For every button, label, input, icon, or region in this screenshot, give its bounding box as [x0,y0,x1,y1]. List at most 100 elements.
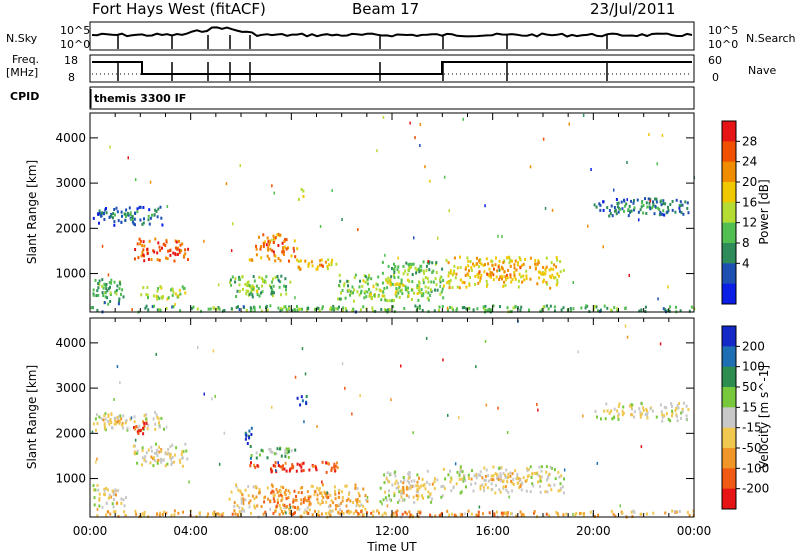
echo-cell [302,469,305,472]
echo-cell [240,501,243,505]
echo-cell [256,290,259,294]
echo-cell [397,485,400,489]
echo-cell [321,264,324,268]
echo-cell [169,253,172,257]
echo-cell [569,309,572,313]
echo-cell [639,413,642,417]
echo-cell [499,472,502,476]
echo-cell [652,200,654,204]
cpid-label: CPID [10,90,40,103]
echo-cell [298,307,300,311]
echo-cell [652,202,655,206]
echo-cell [658,213,661,217]
echo-cell [109,145,111,149]
echo-cell [318,309,321,312]
echo-cell [495,275,498,279]
echo-cell [424,276,427,280]
echo-cell [318,487,321,491]
echo-cell [429,492,432,496]
echo-cell [277,461,279,465]
echo-cell [114,418,116,422]
echo-cell [344,307,347,310]
echo-cell [472,308,475,312]
echo-cell [272,240,275,244]
velocity-ylabel: Slant Range [km] [25,365,39,469]
echo-cell [156,448,158,452]
echo-cell [572,307,575,311]
echo-cell [480,262,483,266]
echo-cell [485,257,488,261]
echo-cell [416,286,419,290]
echo-cell [276,501,279,505]
echo-cell [119,419,122,423]
echo-cell [145,421,148,425]
echo-cell [675,305,677,309]
echo-cell [542,265,544,269]
echo-cell [116,365,119,369]
echo-cell [608,411,611,415]
echo-cell [671,414,673,418]
echo-cell [150,258,153,262]
echo-cell [545,470,548,474]
echo-cell [173,259,176,263]
echo-cell [548,473,551,476]
echo-cell [345,499,348,502]
velocity-cells [91,320,695,519]
echo-cell [526,467,528,471]
echo-cell [521,280,524,284]
echo-cell [358,285,361,289]
echo-cell [245,309,248,312]
echo-cell [262,512,265,516]
echo-cell [447,271,450,275]
colorbar-swatch [722,407,736,429]
echo-cell [98,279,101,283]
echo-cell [617,404,620,408]
echo-cell [504,473,506,477]
echo-cell [421,494,423,498]
echo-cell [561,485,564,489]
echo-cell [600,417,602,421]
echo-cell [146,286,149,289]
echo-cell [267,246,270,250]
echo-cell [363,296,366,300]
echo-cell [405,261,408,265]
echo-cell [249,445,252,448]
echo-cell [425,264,428,268]
echo-cell [551,273,554,277]
echo-cell [161,513,164,516]
echo-cell [156,454,159,457]
echo-cell [664,308,667,312]
echo-cell [171,461,173,465]
echo-cell [140,254,143,258]
echo-cell [183,254,186,258]
echo-cell [250,289,253,292]
echo-cell [381,260,384,264]
echo-cell [258,294,261,298]
echo-cell [184,291,187,295]
echo-cell [356,502,359,506]
echo-cell [280,485,283,489]
echo-cell [276,233,279,237]
echo-cell [692,509,695,513]
echo-cell [134,427,137,431]
echo-cell [215,512,218,516]
echo-cell [247,485,250,488]
echo-cell [313,490,316,494]
echo-cell [362,279,365,283]
echo-cell [254,465,257,469]
echo-cell [458,416,460,420]
echo-cell [395,287,398,290]
echo-cell [599,208,602,212]
echo-cell [521,481,524,485]
echo-cell [282,503,284,507]
echo-cell [557,470,560,474]
echo-cell [479,470,482,474]
echo-cell [352,511,355,515]
echo-cell [382,115,385,119]
echo-cell [446,306,449,310]
echo-cell [250,426,253,430]
echo-cell [412,484,415,488]
echo-cell [180,249,183,253]
echo-cell [148,222,151,226]
